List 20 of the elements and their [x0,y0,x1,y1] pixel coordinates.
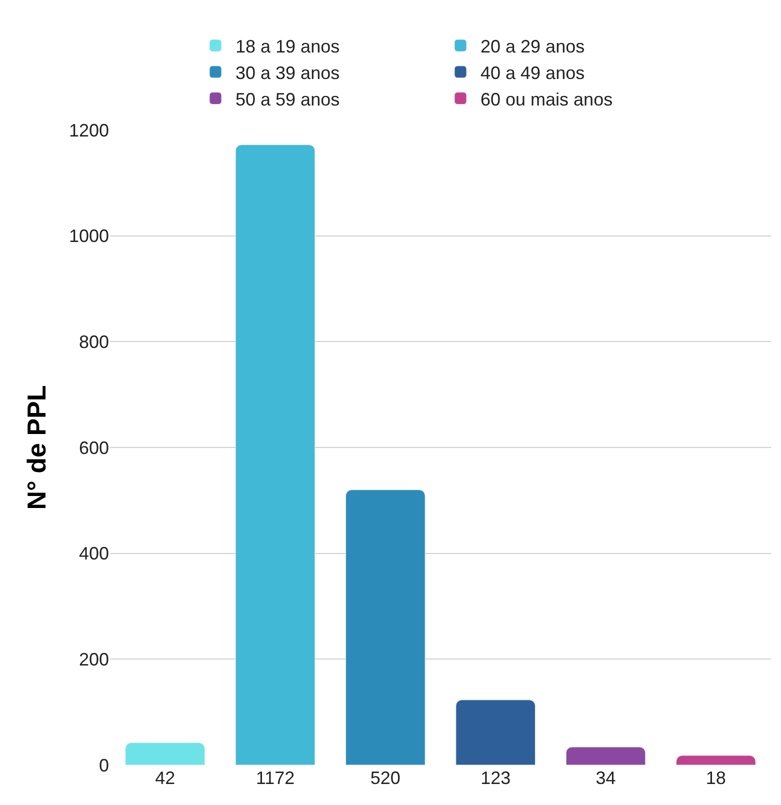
x-tick-label: 1172 [256,768,295,788]
y-tick-label: 600 [78,438,109,458]
legend-label: 30 a 39 anos [236,62,340,83]
legend-label: 50 a 59 anos [236,89,340,110]
x-tick-label: 42 [155,768,176,788]
x-tick-label: 520 [370,768,400,788]
x-tick-label: 18 [706,768,726,788]
y-tick-label: 800 [78,332,109,352]
y-tick-label: 1000 [68,226,109,246]
legend-label: 20 a 29 anos [480,36,585,57]
x-tick-label: 34 [596,768,616,788]
legend-label: 18 a 19 anos [236,36,340,57]
legend-label: 40 a 49 anos [480,62,585,83]
y-axis-title: N° de PPL [21,385,52,510]
y-tick-label: 200 [78,649,109,670]
x-tick-label: 123 [480,768,511,788]
y-tick-label: 1200 [68,120,109,140]
y-tick-label: 400 [78,544,109,564]
legend-label: 60 ou mais anos [480,89,613,110]
y-tick-label: 0 [98,755,109,776]
